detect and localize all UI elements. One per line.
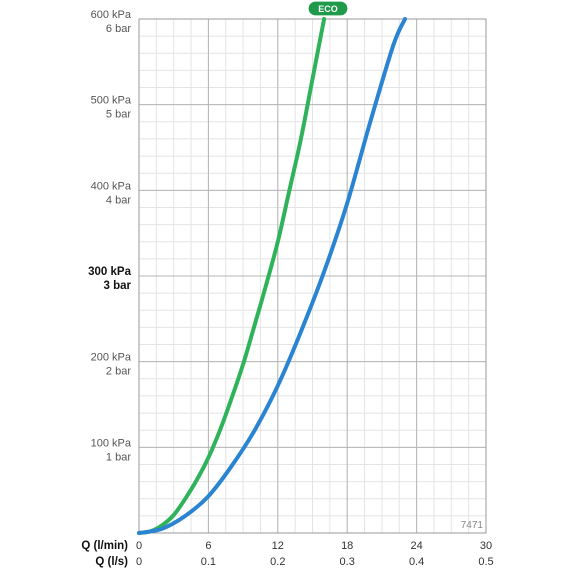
- y-tick-kpa: 200 kPa: [91, 352, 132, 364]
- x-tick-lmin: 0: [136, 540, 142, 552]
- y-axis-labels: 100 kPa 1 bar 200 kPa 2 bar 300 kPa 3 bar 400 …: [88, 9, 132, 463]
- x-tick-ls: 0.3: [340, 556, 355, 568]
- x-axis-title-ls: Q (l/s): [95, 556, 128, 568]
- plot-frame: [138, 18, 487, 534]
- y-tick-kpa: 100 kPa: [91, 437, 132, 449]
- x-tick-lmin: 18: [341, 540, 353, 552]
- x-axis-labels: 0 0 6 0.1 12 0.2 18 0.3 24 0.4 30 0.5: [136, 540, 494, 568]
- series-1-curve: [137, 17, 327, 535]
- x-axis-title-lmin: Q (l/min): [81, 540, 128, 552]
- y-tick-bar: 4 bar: [106, 194, 131, 206]
- x-tick-lmin: 12: [272, 540, 284, 552]
- y-tick-bar: 2 bar: [106, 366, 131, 378]
- y-tick-bar: 1 bar: [106, 451, 131, 463]
- y-tick-kpa: 500 kPa: [91, 95, 132, 107]
- x-tick-lmin: 24: [410, 540, 422, 552]
- y-tick-kpa: 600 kPa: [91, 9, 132, 21]
- y-tick-kpa: 400 kPa: [91, 180, 132, 192]
- series-2-curve: [137, 17, 407, 535]
- major-grid: [139, 19, 486, 533]
- y-tick-bar: 6 bar: [106, 23, 131, 35]
- x-tick-ls: 0.2: [270, 556, 285, 568]
- x-tick-ls: 0.5: [478, 556, 493, 568]
- x-tick-lmin: 6: [205, 540, 211, 552]
- y-tick-kpa: 300 kPa: [88, 266, 131, 278]
- y-tick-bar: 5 bar: [106, 109, 131, 121]
- curves: [137, 17, 407, 535]
- x-tick-lmin: 30: [480, 540, 492, 552]
- y-tick-bar: 3 bar: [104, 280, 132, 292]
- eco-badge-label: ECO: [318, 4, 338, 14]
- x-tick-ls: 0.1: [201, 556, 216, 568]
- x-tick-ls: 0.4: [409, 556, 424, 568]
- figure-code: 7471: [461, 520, 484, 531]
- x-tick-ls: 0: [136, 556, 142, 568]
- eco-badge: ECO: [307, 0, 349, 17]
